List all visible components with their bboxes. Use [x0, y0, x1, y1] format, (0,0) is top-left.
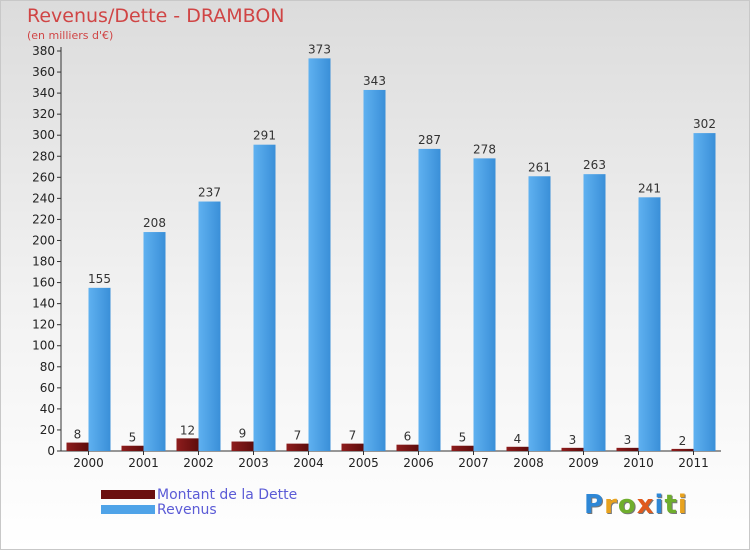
y-tick-label: 220 — [32, 212, 55, 226]
x-tick-label: 2001 — [128, 456, 159, 470]
data-label-revenue: 343 — [363, 74, 386, 88]
proxiti-logo: Proxiti — [584, 490, 688, 520]
y-tick-label: 360 — [32, 65, 55, 79]
bar-revenue — [473, 158, 496, 452]
data-label-debt: 3 — [624, 433, 632, 447]
y-tick-label: 320 — [32, 107, 55, 121]
data-label-debt: 7 — [349, 429, 357, 443]
bar-revenue — [583, 174, 606, 451]
y-tick-label: 280 — [32, 149, 55, 163]
data-label-debt: 9 — [239, 427, 247, 441]
data-label-revenue: 261 — [528, 160, 551, 174]
y-tick-label: 160 — [32, 276, 55, 290]
data-label-revenue: 155 — [88, 272, 111, 286]
y-tick-label: 100 — [32, 339, 55, 353]
data-label-revenue: 373 — [308, 42, 331, 56]
bar-revenue — [638, 197, 661, 451]
bar-debt — [286, 443, 309, 451]
data-label-debt: 6 — [404, 430, 412, 444]
x-tick-label: 2005 — [348, 456, 379, 470]
x-tick-label: 2010 — [623, 456, 654, 470]
y-tick-label: 200 — [32, 233, 55, 247]
x-tick-label: 2006 — [403, 456, 434, 470]
chart-title: Revenus/Dette - DRAMBON — [27, 5, 285, 27]
data-label-debt: 8 — [74, 428, 82, 442]
bar-debt — [616, 447, 639, 451]
data-label-debt: 7 — [294, 429, 302, 443]
data-label-revenue: 208 — [143, 216, 166, 230]
legend: Montant de la Dette Revenus — [101, 486, 298, 518]
y-tick-label: 300 — [32, 128, 55, 142]
x-tick-label: 2009 — [568, 456, 599, 470]
bar-debt — [561, 447, 584, 451]
legend-item-debt: Montant de la Dette — [101, 486, 298, 503]
y-tick-label: 120 — [32, 318, 55, 332]
x-tick-label: 2003 — [238, 456, 269, 470]
data-label-revenue: 237 — [198, 186, 221, 200]
chart-subtitle: (en milliers d'€) — [27, 29, 114, 42]
legend-label-revenue: Revenus — [157, 501, 217, 518]
legend-swatch-revenue — [101, 505, 155, 514]
bar-debt — [506, 446, 529, 451]
y-tick-label: 80 — [40, 360, 55, 374]
bar-debt — [671, 448, 694, 451]
bar-debt — [66, 442, 89, 451]
bar-debt — [396, 444, 419, 451]
data-label-revenue: 291 — [253, 129, 276, 143]
y-tick-label: 260 — [32, 170, 55, 184]
data-label-debt: 4 — [514, 432, 522, 446]
x-tick-label: 2002 — [183, 456, 214, 470]
data-label-revenue: 302 — [693, 117, 716, 131]
data-label-debt: 5 — [459, 431, 467, 445]
data-label-debt: 12 — [180, 423, 195, 437]
data-label-revenue: 287 — [418, 133, 441, 147]
y-tick-label: 180 — [32, 255, 55, 269]
data-label-revenue: 241 — [638, 181, 661, 195]
y-tick-label: 0 — [47, 444, 55, 458]
bar-revenue — [363, 89, 386, 452]
bar-revenue — [198, 201, 221, 451]
x-tick-label: 2008 — [513, 456, 544, 470]
bar-revenue — [418, 148, 441, 452]
bar-debt — [451, 445, 474, 451]
y-tick-label: 140 — [32, 297, 55, 311]
legend-label-debt: Montant de la Dette — [157, 486, 298, 503]
data-label-revenue: 278 — [473, 142, 496, 156]
bar-debt — [176, 438, 199, 451]
bar-debt — [231, 441, 254, 451]
legend-item-revenue: Revenus — [101, 501, 297, 518]
bar-debt — [341, 443, 364, 451]
bar-revenue — [143, 232, 166, 451]
y-tick-label: 20 — [40, 423, 55, 437]
bar-debt — [121, 445, 144, 451]
bar-revenue — [693, 133, 716, 451]
x-tick-label: 2000 — [73, 456, 104, 470]
bar-revenue — [308, 58, 331, 452]
x-tick-label: 2007 — [458, 456, 489, 470]
legend-swatch-debt — [101, 490, 155, 499]
bar-revenue — [528, 176, 551, 451]
y-tick-label: 40 — [40, 402, 55, 416]
x-tick-label: 2004 — [293, 456, 324, 470]
bar-revenue — [88, 287, 111, 451]
y-tick-label: 60 — [40, 381, 55, 395]
data-label-debt: 5 — [129, 431, 137, 445]
y-tick-label: 240 — [32, 191, 55, 205]
y-tick-label: 340 — [32, 86, 55, 100]
bar-revenue — [253, 144, 276, 451]
x-tick-label: 2011 — [678, 456, 709, 470]
data-label-revenue: 263 — [583, 158, 606, 172]
data-label-debt: 2 — [679, 434, 687, 448]
data-label-debt: 3 — [569, 433, 577, 447]
y-tick-label: 380 — [32, 44, 55, 58]
